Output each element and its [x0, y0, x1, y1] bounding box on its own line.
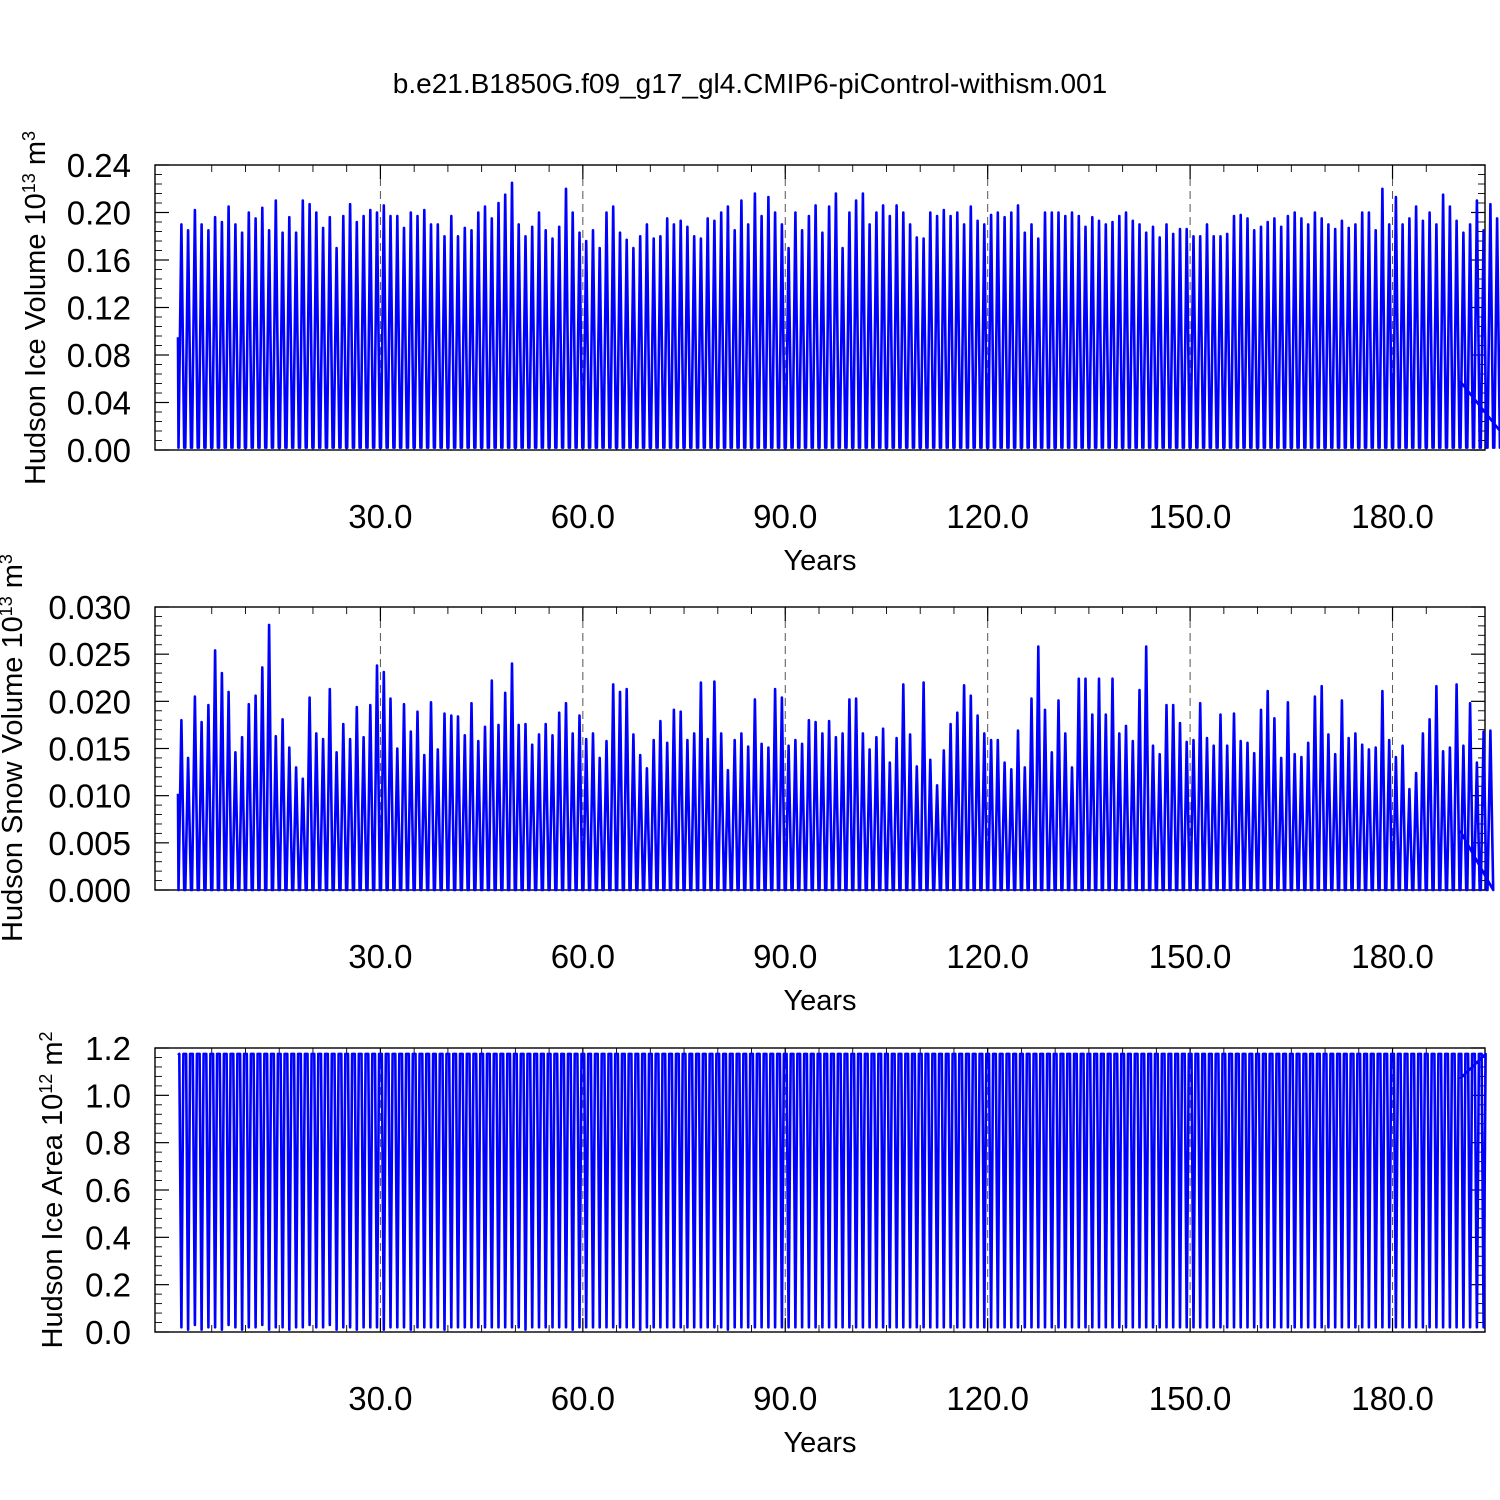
y-tick-label: 0.24 — [67, 147, 131, 184]
chart-panels: 30.0 60.0 90.0 120.0 150.0 180.00.000.040.080… — [0, 131, 1500, 1459]
y-tick-label: 0.005 — [48, 825, 131, 862]
chart-panel-2: 30.0 60.0 90.0 120.0 150.0 180.0 0.000 0.005 0.0… — [0, 554, 1495, 1017]
x-tick-label: 90.0 — [753, 938, 817, 975]
x-tick-label: 60.0 — [551, 498, 615, 535]
x-tick-label: 120.0 — [946, 498, 1029, 535]
y-tick-label: 0.8 — [85, 1125, 131, 1162]
y-axis-label-text: Hudson Ice Area 10 — [37, 1094, 69, 1349]
y-tick-label: 0.025 — [48, 636, 131, 673]
y-tick-label: 0.04 — [67, 385, 131, 422]
y-tick-label: 0.6 — [85, 1172, 131, 1209]
x-tick-label: 150.0 — [1149, 1380, 1232, 1417]
x-tick-label: 120.0 — [946, 1380, 1029, 1417]
y-axis-label: Hudson Snow Volume 1013 m3 — [0, 554, 29, 942]
x-tick-label: 30.0 — [348, 938, 412, 975]
x-tick-label: 60.0 — [551, 938, 615, 975]
series-line — [176, 623, 1495, 892]
x-tick-label: 30.0 — [348, 498, 412, 535]
y-tick-label: 1.2 — [85, 1030, 131, 1067]
y-axis-label-superscript: 13 — [0, 596, 16, 616]
y-tick-label: 0.20 — [67, 195, 131, 232]
y-axis-label-text: m — [37, 1042, 69, 1074]
y-tick-label: 0.4 — [85, 1219, 131, 1256]
x-tick-label: 90.0 — [753, 1380, 817, 1417]
y-tick-label: 0.00 — [67, 432, 131, 469]
y-axis-label-superscript: 12 — [36, 1074, 56, 1094]
y-tick-label: 0.16 — [67, 242, 131, 279]
x-tick-label: 180.0 — [1351, 498, 1434, 535]
y-axis-label-superscript: 2 — [36, 1032, 56, 1042]
y-axis-label: Hudson Ice Area 1012 m2 — [36, 1032, 69, 1349]
y-tick-label: 1.0 — [85, 1077, 131, 1114]
y-axis-label-text: m — [0, 564, 29, 596]
chart-panel-3: 30.0 60.0 90.0 120.0 150.0 180.0 0.0 0.2 0.4 0.6 0… — [36, 1030, 1487, 1459]
y-tick-label: 0.015 — [48, 731, 131, 768]
y-tick-label: 0.0 — [85, 1314, 131, 1351]
x-tick-label: 150.0 — [1149, 498, 1232, 535]
series-line — [176, 181, 1500, 449]
y-tick-label: 0.020 — [48, 683, 131, 720]
x-tick-label: 150.0 — [1149, 938, 1232, 975]
y-axis-label-superscript: 3 — [19, 131, 39, 141]
x-axis-label: Years — [783, 985, 856, 1017]
y-axis-label-text: Hudson Ice Volume 10 — [20, 193, 52, 485]
y-axis-label-text: Hudson Snow Volume 10 — [0, 616, 29, 942]
x-tick-label: 60.0 — [551, 1380, 615, 1417]
y-tick-label: 0.2 — [85, 1267, 131, 1304]
y-tick-label: 0.12 — [67, 290, 131, 327]
y-tick-label: 0.010 — [48, 778, 131, 815]
y-axis-label-superscript: 3 — [0, 554, 16, 564]
y-axis-label: Hudson Ice Volume 1013 m3 — [19, 131, 52, 485]
x-tick-label: 180.0 — [1351, 938, 1434, 975]
y-tick-label: 0.030 — [48, 589, 131, 626]
y-axis-label-superscript: 13 — [19, 173, 39, 193]
y-tick-label: 0.000 — [48, 872, 131, 909]
x-tick-label: 180.0 — [1351, 1380, 1434, 1417]
x-tick-label: 90.0 — [753, 498, 817, 535]
x-axis-label: Years — [783, 1427, 856, 1459]
series-line — [177, 1052, 1487, 1331]
x-axis-label: Years — [783, 545, 856, 577]
y-axis-label-text: m — [20, 141, 52, 173]
y-tick-label: 0.08 — [67, 337, 131, 374]
x-tick-label: 120.0 — [946, 938, 1029, 975]
x-tick-label: 30.0 — [348, 1380, 412, 1417]
figure-title: b.e21.B1850G.f09_g17_gl4.CMIP6-piControl… — [393, 68, 1107, 99]
chart-panel-1: 30.0 60.0 90.0 120.0 150.0 180.0 0.00 0.04 0.08 0… — [19, 131, 1500, 577]
